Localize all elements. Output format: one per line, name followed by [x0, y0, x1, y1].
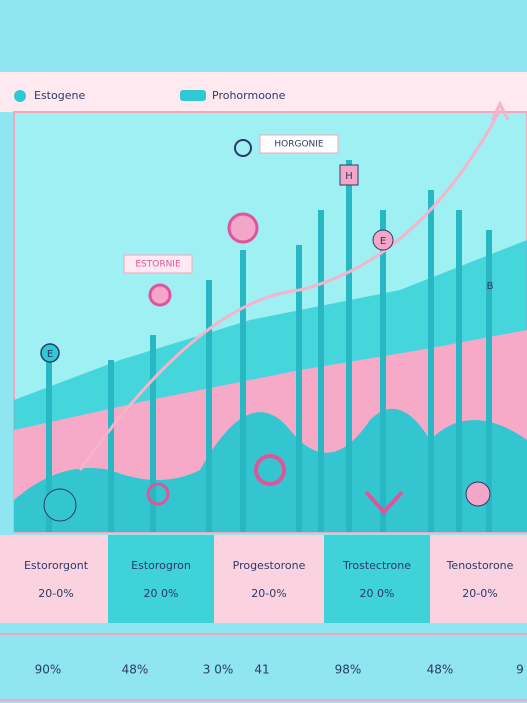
symbol — [234, 139, 252, 157]
bar — [318, 210, 324, 532]
panel — [0, 535, 108, 623]
bar — [240, 250, 246, 532]
bar — [456, 210, 462, 532]
panel — [214, 535, 324, 623]
panel-name: Estororgont — [24, 559, 89, 572]
axis-label: 90% — [35, 663, 62, 677]
node-letter: B — [487, 281, 494, 292]
panel-name: Progestorone — [233, 559, 306, 572]
symbol — [254, 454, 286, 486]
legend-swatch — [180, 90, 206, 101]
callout — [123, 254, 193, 274]
legend-label: Prohormoone — [212, 89, 286, 102]
bar — [108, 360, 114, 532]
axis-label: 9 — [516, 663, 524, 677]
node — [339, 164, 359, 186]
symbol — [146, 482, 170, 506]
panel-value: 20 0% — [144, 587, 179, 600]
axis-label: 48% — [427, 663, 454, 677]
symbol — [43, 488, 77, 522]
axis-label: 98% — [335, 663, 362, 677]
bar — [46, 360, 52, 532]
symbol — [227, 212, 259, 244]
symbol — [465, 481, 491, 507]
trend-line — [78, 109, 502, 471]
node — [372, 229, 394, 251]
bars — [46, 160, 492, 532]
panel — [324, 535, 430, 623]
panel-value: 20-0% — [462, 587, 497, 600]
node-letter: H — [345, 171, 353, 182]
axis-label: 41 — [254, 663, 269, 677]
panel-name: Trostectrone — [342, 559, 411, 572]
callout-label: ESTORNIE — [135, 260, 181, 270]
symbol — [148, 283, 172, 307]
bar — [206, 280, 212, 532]
panel — [108, 535, 214, 623]
legend-dot — [14, 90, 26, 102]
bar — [428, 190, 434, 532]
node-letter: E — [380, 236, 386, 247]
panel — [430, 535, 527, 623]
bar — [486, 230, 492, 532]
bar — [380, 210, 386, 532]
callout — [259, 134, 339, 154]
bar — [296, 245, 302, 532]
axis-label: 3 0% — [203, 663, 234, 677]
panel-value: 20-0% — [251, 587, 286, 600]
node-letter: E — [47, 349, 53, 360]
panel-name: Estorogron — [131, 559, 191, 572]
symbol — [364, 490, 404, 515]
panels: Estororgont 20-0% Estorogron 20 0% Proge… — [0, 535, 527, 623]
bar — [346, 160, 352, 532]
panel-value: 20 0% — [360, 587, 395, 600]
arrow-head — [490, 100, 510, 121]
axis-labels: 90% 48% 3 0% 41 98% 48% 9 — [35, 663, 524, 677]
legend-band — [0, 72, 527, 112]
node — [40, 343, 60, 363]
area-wave — [14, 408, 527, 532]
panel-name: Tenostorone — [446, 559, 514, 572]
panel-value: 20-0% — [38, 587, 73, 600]
legend-label: Estogene — [34, 89, 85, 102]
callout-label: HORGONIE — [274, 140, 324, 150]
bar — [150, 335, 156, 532]
axis-label: 48% — [122, 663, 149, 677]
